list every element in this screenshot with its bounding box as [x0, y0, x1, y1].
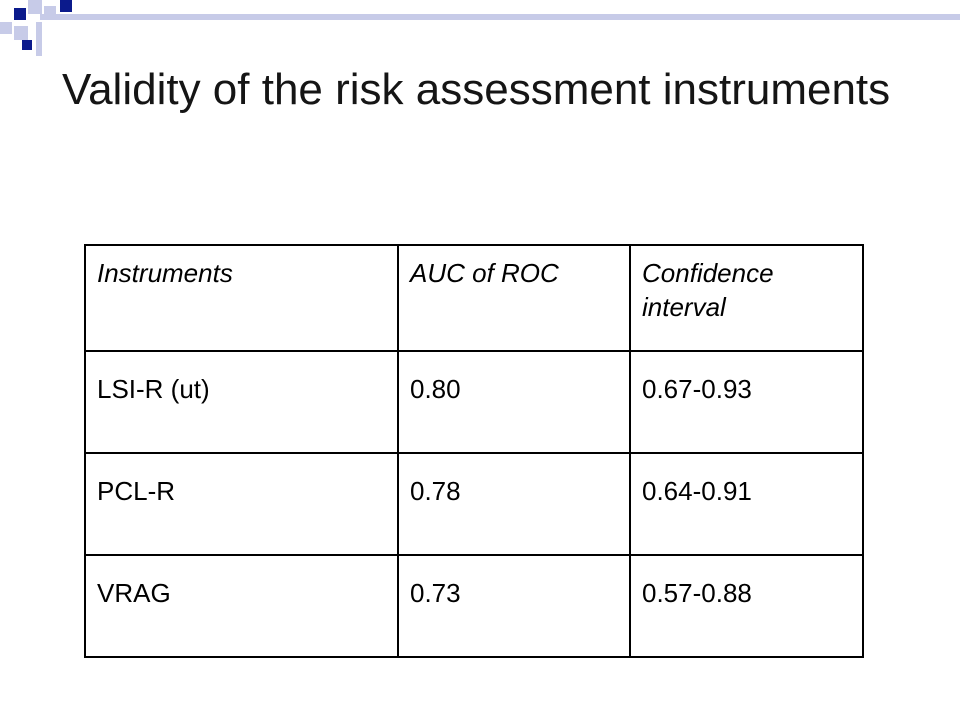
cell-instrument: VRAG — [84, 554, 399, 658]
table-header-row: Instruments AUC of ROC Confidence interv… — [84, 244, 864, 352]
deco-square-light — [14, 26, 28, 40]
table-row: LSI-R (ut) 0.80 0.67-0.93 — [84, 350, 864, 454]
side-accent-bar — [36, 22, 42, 56]
header-instruments: Instruments — [84, 244, 399, 352]
validity-table: Instruments AUC of ROC Confidence interv… — [84, 244, 864, 658]
slide-title: Validity of the risk assessment instrume… — [62, 65, 891, 114]
cell-auc: 0.80 — [397, 350, 631, 454]
cell-auc: 0.78 — [397, 452, 631, 556]
deco-square-dark — [14, 8, 26, 20]
cell-instrument: PCL-R — [84, 452, 399, 556]
table-row: PCL-R 0.78 0.64-0.91 — [84, 452, 864, 556]
cell-auc: 0.73 — [397, 554, 631, 658]
cell-instrument: LSI-R (ut) — [84, 350, 399, 454]
cell-confidence-interval: 0.67-0.93 — [629, 350, 864, 454]
header-auc-of-roc: AUC of ROC — [397, 244, 631, 352]
deco-square-dark — [22, 40, 32, 50]
deco-square-dark — [60, 0, 72, 12]
table-row: VRAG 0.73 0.57-0.88 — [84, 554, 864, 658]
header-confidence-interval: Confidence interval — [629, 244, 864, 352]
cell-confidence-interval: 0.64-0.91 — [629, 452, 864, 556]
cell-confidence-interval: 0.57-0.88 — [629, 554, 864, 658]
deco-square-light — [28, 0, 42, 14]
deco-square-light — [0, 22, 12, 34]
top-accent-bar — [40, 14, 960, 20]
